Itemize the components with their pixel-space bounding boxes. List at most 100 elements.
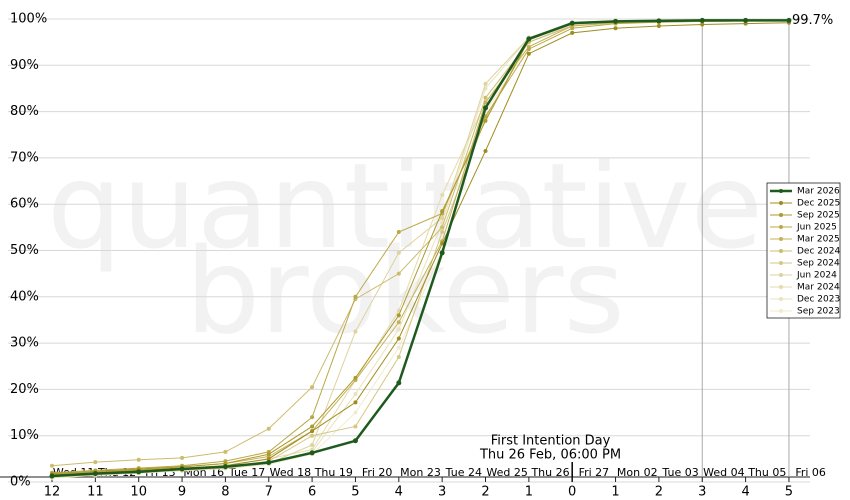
x-tick-label: 8	[221, 485, 229, 500]
date-label: Wed 18	[270, 466, 311, 479]
date-label: Wed 25	[486, 466, 527, 479]
legend-marker	[779, 309, 783, 313]
data-point	[396, 313, 401, 318]
legend-marker	[779, 273, 783, 277]
annotation: Thu 26 Feb, 06:00 PM	[479, 448, 621, 463]
data-point	[483, 81, 488, 86]
legend-marker	[779, 213, 783, 217]
x-tick-label: 12	[44, 485, 61, 500]
legend-marker	[779, 261, 783, 265]
data-point	[136, 469, 142, 475]
legend-label: Mar 2026	[797, 187, 840, 197]
data-point	[353, 375, 358, 380]
legend-label: Sep 2023	[797, 307, 840, 317]
series-line	[51, 19, 789, 474]
data-point	[309, 450, 315, 456]
y-tick-label: 80%	[10, 104, 39, 119]
data-point	[526, 36, 532, 42]
data-point	[310, 385, 315, 390]
data-point	[569, 20, 575, 26]
y-tick-label: 20%	[10, 382, 39, 397]
legend-marker	[779, 225, 783, 229]
data-point	[49, 473, 55, 479]
y-tick-label: 10%	[10, 428, 39, 443]
x-tick-label: 5	[351, 485, 359, 500]
data-point	[353, 392, 358, 397]
data-point	[613, 26, 618, 31]
date-label: Tue 24	[445, 466, 482, 479]
data-point	[310, 433, 315, 438]
data-point	[440, 229, 445, 234]
x-tick-label: 4	[395, 485, 403, 500]
data-point	[222, 464, 228, 470]
date-label: Fri 27	[579, 466, 610, 479]
data-point	[353, 329, 358, 334]
data-point	[570, 30, 575, 35]
data-point	[526, 51, 531, 56]
legend-label: Dec 2023	[797, 295, 840, 305]
data-point	[396, 380, 402, 386]
data-point	[786, 17, 792, 23]
data-point	[353, 294, 358, 299]
data-point	[700, 22, 705, 27]
date-label: Thu 05	[747, 466, 786, 479]
data-point	[223, 449, 228, 454]
data-point	[396, 354, 401, 359]
data-point	[92, 471, 98, 477]
date-label: Mon 23	[400, 466, 441, 479]
data-point	[310, 442, 315, 447]
data-point	[396, 229, 401, 234]
y-tick-label: 100%	[10, 12, 47, 27]
x-tick-label: 3	[438, 485, 446, 500]
x-tick-label: 10	[130, 485, 147, 500]
x-tick-label: 0	[568, 485, 576, 500]
data-point	[613, 18, 619, 24]
data-point	[310, 424, 315, 429]
x-tick-label: 7	[265, 485, 273, 500]
date-label: Tue 17	[228, 466, 265, 479]
data-point	[483, 95, 488, 100]
y-tick-label: 60%	[10, 197, 39, 212]
data-point	[440, 216, 445, 221]
x-tick-label: 9	[178, 485, 186, 500]
data-point	[483, 148, 488, 153]
data-point	[352, 438, 358, 444]
data-point	[50, 463, 54, 468]
data-point	[353, 400, 358, 405]
legend-marker	[779, 285, 783, 289]
data-point	[440, 209, 445, 214]
data-point	[439, 250, 445, 256]
data-point	[353, 424, 358, 429]
x-tick-label: 4	[741, 485, 749, 500]
legend-label: Sep 2025	[797, 211, 840, 221]
x-tick-label: 11	[87, 485, 104, 500]
legend-marker	[779, 297, 783, 301]
y-tick-label: 70%	[10, 150, 39, 165]
legend-marker	[779, 201, 783, 205]
date-label: Tue 03	[661, 466, 698, 479]
legend-marker	[779, 249, 783, 253]
data-point	[93, 460, 98, 465]
data-point	[656, 18, 662, 24]
data-point	[483, 118, 488, 123]
legend: Mar 2026 Dec 2025 Sep 2025 Jun 2025 Mar 2025…	[766, 182, 840, 319]
data-point	[266, 456, 271, 461]
x-tick-label: 5	[785, 485, 793, 500]
series-line	[51, 19, 789, 478]
data-point	[440, 192, 445, 197]
legend-label: Jun 2024	[796, 271, 837, 281]
x-tick-label: 3	[698, 485, 706, 500]
legend-marker	[779, 237, 783, 241]
data-point	[310, 429, 315, 434]
data-point	[396, 271, 401, 276]
x-tick-label: 1	[611, 485, 619, 500]
data-point	[526, 47, 531, 52]
data-point	[310, 415, 315, 420]
data-point	[396, 345, 401, 350]
date-label: Fri 20	[362, 466, 393, 479]
date-label: Thu 26	[530, 466, 569, 479]
y-tick-label: 30%	[10, 336, 39, 351]
date-label: Thu 19	[314, 466, 353, 479]
x-tick-label: 1	[525, 485, 533, 500]
